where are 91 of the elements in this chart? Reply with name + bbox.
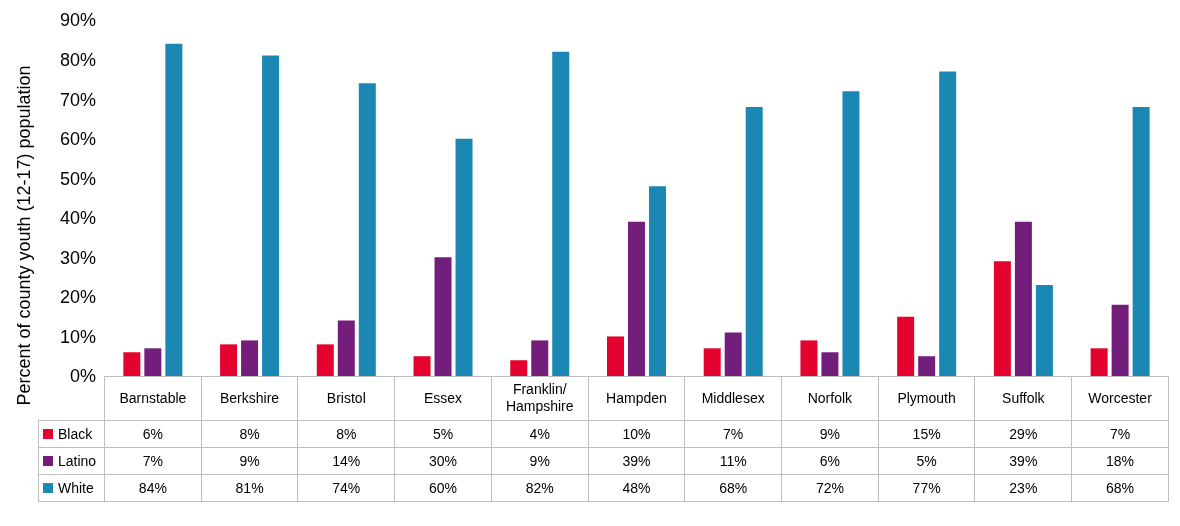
bar — [220, 344, 238, 376]
data-label: 84% — [104, 474, 202, 502]
data-label: 39% — [974, 447, 1072, 475]
bar — [241, 340, 259, 376]
data-label: 5% — [878, 447, 975, 475]
x-tick-label: Berkshire — [201, 376, 298, 421]
data-label: 18% — [1071, 447, 1169, 475]
y-tick-label: 20% — [59, 287, 96, 308]
x-tick-label: Norfolk — [781, 376, 879, 421]
data-label: 9% — [201, 447, 298, 475]
data-label: 8% — [297, 420, 395, 448]
legend-label: Latino — [38, 447, 105, 475]
data-label: 74% — [297, 474, 395, 502]
bar — [800, 340, 818, 376]
y-axis-title: Percent of county youth (12-17) population — [13, 65, 35, 406]
data-label: 23% — [974, 474, 1072, 502]
data-label: 6% — [104, 420, 202, 448]
data-label: 4% — [491, 420, 589, 448]
x-tick-label: Bristol — [297, 376, 395, 421]
data-label: 48% — [588, 474, 685, 502]
bar — [165, 43, 183, 376]
bar — [337, 320, 355, 376]
bar — [358, 83, 376, 376]
bar — [262, 55, 280, 376]
bar — [821, 352, 839, 376]
bar — [531, 340, 549, 376]
data-label: 15% — [878, 420, 975, 448]
bar — [434, 257, 452, 376]
bar — [455, 138, 473, 376]
data-label: 9% — [781, 420, 879, 448]
bar — [703, 348, 721, 376]
bar — [1111, 304, 1129, 376]
y-tick-label: 50% — [59, 168, 96, 189]
data-label: 72% — [781, 474, 879, 502]
x-tick-label: Plymouth — [878, 376, 975, 421]
x-tick-label: Suffolk — [974, 376, 1072, 421]
data-label: 30% — [394, 447, 492, 475]
bar — [1014, 221, 1032, 376]
y-tick-label: 70% — [59, 89, 96, 110]
data-label: 82% — [491, 474, 589, 502]
data-label: 77% — [878, 474, 975, 502]
data-label: 10% — [588, 420, 685, 448]
x-tick-label: Barnstable — [104, 376, 202, 421]
bar — [939, 71, 957, 376]
data-label: 68% — [684, 474, 782, 502]
data-label: 14% — [297, 447, 395, 475]
x-tick-label: Hampden — [588, 376, 685, 421]
bar — [1090, 348, 1108, 376]
x-tick-label: Franklin/ Hampshire — [491, 376, 589, 421]
x-tick-label: Worcester — [1071, 376, 1169, 421]
bar — [918, 356, 936, 376]
data-label: 60% — [394, 474, 492, 502]
bar — [413, 356, 431, 376]
data-label: 29% — [974, 420, 1072, 448]
data-label: 68% — [1071, 474, 1169, 502]
x-tick-label: Middlesex — [684, 376, 782, 421]
data-label: 7% — [684, 420, 782, 448]
y-tick-label: 60% — [59, 129, 96, 150]
bar — [144, 348, 162, 376]
bar — [1132, 107, 1150, 376]
bar — [842, 91, 860, 376]
legend-label: Black — [38, 420, 105, 448]
bar — [510, 360, 528, 376]
data-label: 9% — [491, 447, 589, 475]
y-tick-label: 40% — [59, 208, 96, 229]
y-tick-label: 10% — [59, 326, 96, 347]
y-tick-label: 80% — [59, 49, 96, 70]
data-label: 8% — [201, 420, 298, 448]
bar — [1035, 285, 1053, 376]
data-label: 11% — [684, 447, 782, 475]
data-label: 7% — [1071, 420, 1169, 448]
data-label: 7% — [104, 447, 202, 475]
bar — [993, 261, 1011, 376]
bar — [606, 336, 624, 376]
bar — [897, 316, 915, 376]
bar — [627, 221, 645, 376]
y-tick-label: 0% — [69, 366, 96, 387]
x-tick-label: Essex — [394, 376, 492, 421]
data-label: 5% — [394, 420, 492, 448]
data-label: 81% — [201, 474, 298, 502]
bar — [745, 107, 763, 376]
data-label: 6% — [781, 447, 879, 475]
bar — [123, 352, 141, 376]
bar — [316, 344, 334, 376]
y-tick-label: 30% — [59, 247, 96, 268]
legend-label: White — [38, 474, 105, 502]
data-label: 39% — [588, 447, 685, 475]
bar — [552, 51, 570, 376]
y-tick-label: 90% — [59, 10, 96, 31]
bar — [648, 186, 666, 376]
bar — [724, 332, 742, 376]
